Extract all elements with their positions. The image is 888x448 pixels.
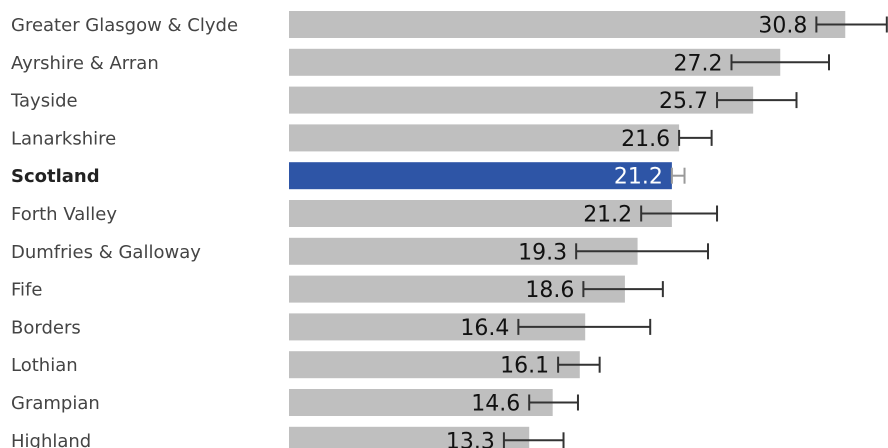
bar-greater-glasgow-and-clyde — [289, 11, 846, 38]
error-bar-scotland — [670, 167, 686, 184]
category-label-grampian: Grampian — [11, 393, 100, 414]
bar-lothian — [289, 351, 580, 379]
bar-scotland — [289, 162, 672, 190]
error-bar-dumfries-and-galloway — [575, 243, 710, 260]
category-label-scotland: Scotland — [11, 166, 100, 187]
error-bar-forth-valley — [640, 205, 719, 222]
bar-fife — [289, 275, 625, 303]
category-label-highland: Highland — [11, 431, 91, 448]
category-label-forth-valley: Forth Valley — [11, 204, 117, 225]
value-label-ayrshire-and-arran: 27.2 — [674, 51, 723, 76]
value-label-scotland: 21.2 — [614, 165, 663, 190]
category-label-dumfries-and-galloway: Dumfries & Galloway — [11, 242, 201, 263]
value-label-tayside: 25.7 — [659, 89, 708, 114]
error-bar-borders — [517, 318, 652, 335]
error-bar-lothian — [557, 356, 601, 373]
error-bar-highland — [502, 432, 565, 448]
error-bar-fife — [582, 281, 664, 298]
bar-forth-valley — [289, 200, 672, 227]
value-label-lothian: 16.1 — [500, 354, 549, 379]
error-bar-ayrshire-and-arran — [730, 54, 831, 71]
bar-tayside — [289, 86, 754, 114]
value-label-highland: 13.3 — [446, 429, 495, 448]
bar-ayrshire-and-arran — [289, 48, 781, 76]
category-label-lothian: Lothian — [11, 355, 78, 376]
bar-lanarkshire — [289, 124, 680, 152]
bar-grampian — [289, 389, 553, 416]
error-bar-lanarkshire — [678, 129, 713, 146]
category-label-tayside: Tayside — [10, 91, 78, 112]
category-label-greater-glasgow-and-clyde: Greater Glasgow & Clyde — [11, 15, 238, 36]
bar-highland — [289, 426, 530, 448]
error-bar-grampian — [528, 394, 579, 411]
value-label-fife: 18.6 — [525, 278, 574, 303]
error-bar-tayside — [716, 92, 798, 109]
value-label-forth-valley: 21.2 — [583, 203, 632, 228]
category-label-borders: Borders — [11, 317, 81, 338]
value-label-dumfries-and-galloway: 19.3 — [518, 240, 567, 265]
value-label-lanarkshire: 21.6 — [621, 127, 670, 152]
category-label-fife: Fife — [11, 280, 42, 301]
value-label-greater-glasgow-and-clyde: 30.8 — [758, 14, 807, 39]
error-bar-greater-glasgow-and-clyde — [815, 16, 888, 33]
value-label-grampian: 14.6 — [471, 392, 520, 417]
category-label-ayrshire-and-arran: Ayrshire & Arran — [11, 53, 159, 74]
value-label-borders: 16.4 — [460, 316, 509, 341]
category-label-lanarkshire: Lanarkshire — [11, 128, 116, 149]
